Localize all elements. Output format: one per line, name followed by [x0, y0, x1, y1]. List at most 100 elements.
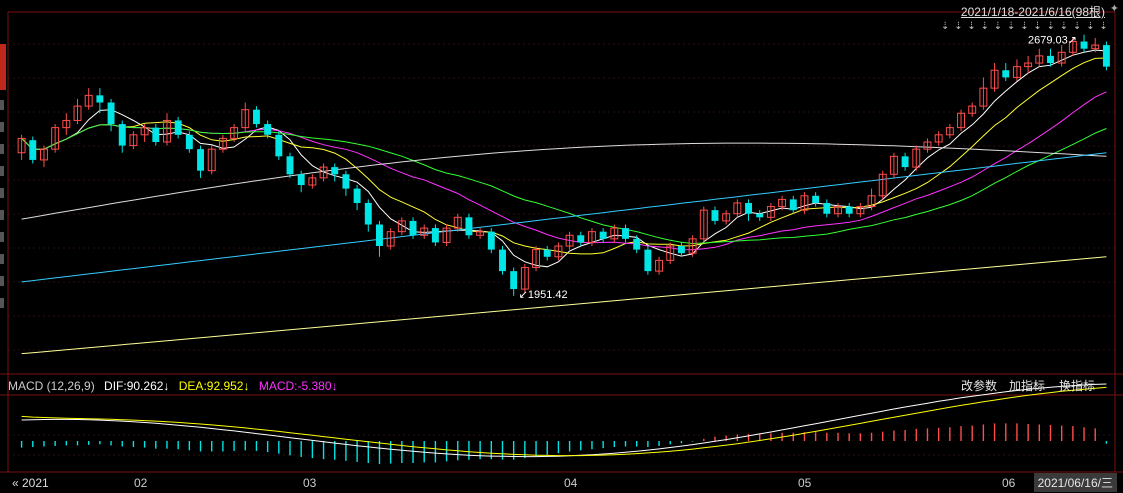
candle-body — [789, 199, 797, 211]
candle-body — [17, 137, 26, 154]
candle-body — [756, 213, 764, 218]
month-label: 04 — [564, 476, 578, 490]
macd-title[interactable]: MACD (12,26,9) — [8, 379, 95, 393]
add-indicator-button[interactable]: 加指标 — [1009, 379, 1046, 393]
candle-body — [499, 249, 506, 272]
macd-value: MACD:-5.380↓ — [258, 379, 338, 393]
arrow-mark: ⇣ — [994, 21, 1002, 32]
candle-body — [264, 124, 272, 135]
change-params-button[interactable]: 改参数 — [961, 379, 998, 393]
candle-body — [666, 245, 675, 261]
candle-body — [934, 134, 943, 143]
candle-body — [733, 202, 742, 215]
left-edge-mark — [0, 298, 4, 308]
macd-panel — [20, 383, 1108, 465]
candle-body — [129, 134, 138, 147]
candle-body — [275, 134, 283, 157]
candle-body — [397, 220, 406, 233]
candle-body — [554, 245, 563, 258]
arrow-mark: ⇣ — [1020, 21, 1028, 32]
left-edge-mark — [0, 44, 6, 90]
candle-body — [889, 155, 898, 175]
candle-body — [532, 249, 541, 269]
candle-body — [520, 267, 529, 290]
candle-body — [107, 102, 115, 125]
candle-body — [1091, 44, 1100, 50]
candle-body — [699, 209, 708, 240]
grid-lines — [0, 11, 1123, 473]
candle-body — [286, 156, 294, 175]
candle-body — [510, 271, 518, 290]
header-arrow-marks: ⇣ ⇣ ⇣ ⇣ ⇣ ⇣ ⇣ ⇣ ⇣ ⇣ ⇣ ⇣ ⇣ — [941, 21, 1108, 32]
ma30-line — [21, 124, 1107, 245]
candle-body — [241, 109, 250, 129]
arrow-mark: ⇣ — [967, 21, 975, 32]
arrow-mark: ⇣ — [1033, 21, 1041, 32]
candle-body — [84, 94, 93, 107]
ma10-line — [21, 57, 1107, 255]
candle-body — [230, 127, 239, 139]
low-annotation: ↙1951.42 — [519, 289, 568, 301]
candle-body — [163, 119, 171, 143]
high-annotation: 2679.03↗ — [1028, 35, 1077, 47]
candle-body — [834, 206, 842, 215]
candle-body — [766, 206, 775, 218]
candle-body — [218, 137, 227, 150]
candle-body — [856, 206, 865, 215]
candle-body — [62, 119, 71, 129]
candle-body — [778, 198, 787, 208]
switch-indicator-button[interactable]: 换指标 — [1059, 379, 1096, 393]
candle-body — [979, 87, 988, 107]
candle-body — [688, 238, 697, 254]
left-edge-marks — [0, 44, 6, 308]
candle-body — [51, 127, 60, 150]
candle-body — [543, 249, 551, 257]
candle-body — [845, 206, 853, 214]
candle-body — [990, 69, 999, 89]
candle-body — [722, 213, 731, 222]
candle-body — [319, 166, 328, 179]
candle-body — [364, 202, 372, 225]
candle-body — [644, 249, 652, 272]
candle-body — [1047, 55, 1054, 64]
candle-body — [331, 167, 339, 175]
candle-body — [207, 148, 216, 172]
candle-body — [73, 105, 82, 121]
month-label: 03 — [303, 476, 317, 490]
candle-body — [923, 141, 932, 150]
left-edge-mark — [0, 166, 4, 176]
candle-body — [577, 235, 585, 243]
arrow-mark: ⇣ — [1060, 21, 1068, 32]
left-edge-mark — [0, 210, 4, 220]
candle-body — [342, 174, 350, 189]
candle-body — [197, 149, 204, 171]
arrow-mark: ⇣ — [1073, 21, 1081, 32]
candle-body — [711, 210, 719, 221]
month-label: 06 — [1002, 476, 1016, 490]
ma5-line — [21, 49, 1107, 268]
candle-body — [800, 195, 809, 211]
candle-body — [912, 148, 921, 168]
left-edge-mark — [0, 122, 4, 132]
candle-body — [476, 231, 485, 236]
candle-body — [152, 127, 160, 142]
candle-body — [878, 173, 887, 197]
candle-body — [353, 188, 361, 203]
candle-body — [252, 109, 260, 125]
axis-start-label[interactable]: « 2021 — [12, 476, 49, 490]
candle-body — [431, 228, 439, 243]
candle-body — [376, 224, 383, 247]
candle-body — [867, 195, 876, 208]
ma60-line — [21, 142, 1107, 220]
left-edge-mark — [0, 276, 4, 286]
date-range-label[interactable]: 2021/1/18-2021/6/16(98根) — [960, 5, 1105, 19]
arrow-mark: ⇣ — [1099, 21, 1107, 32]
candle-body — [1102, 45, 1110, 67]
ma120-line — [21, 152, 1107, 283]
macd-dea-line — [21, 386, 1107, 457]
candle-body — [655, 259, 664, 272]
pin-icon[interactable]: ✦ — [1109, 3, 1119, 15]
candle-body — [185, 134, 193, 150]
candle-body — [1024, 62, 1033, 68]
